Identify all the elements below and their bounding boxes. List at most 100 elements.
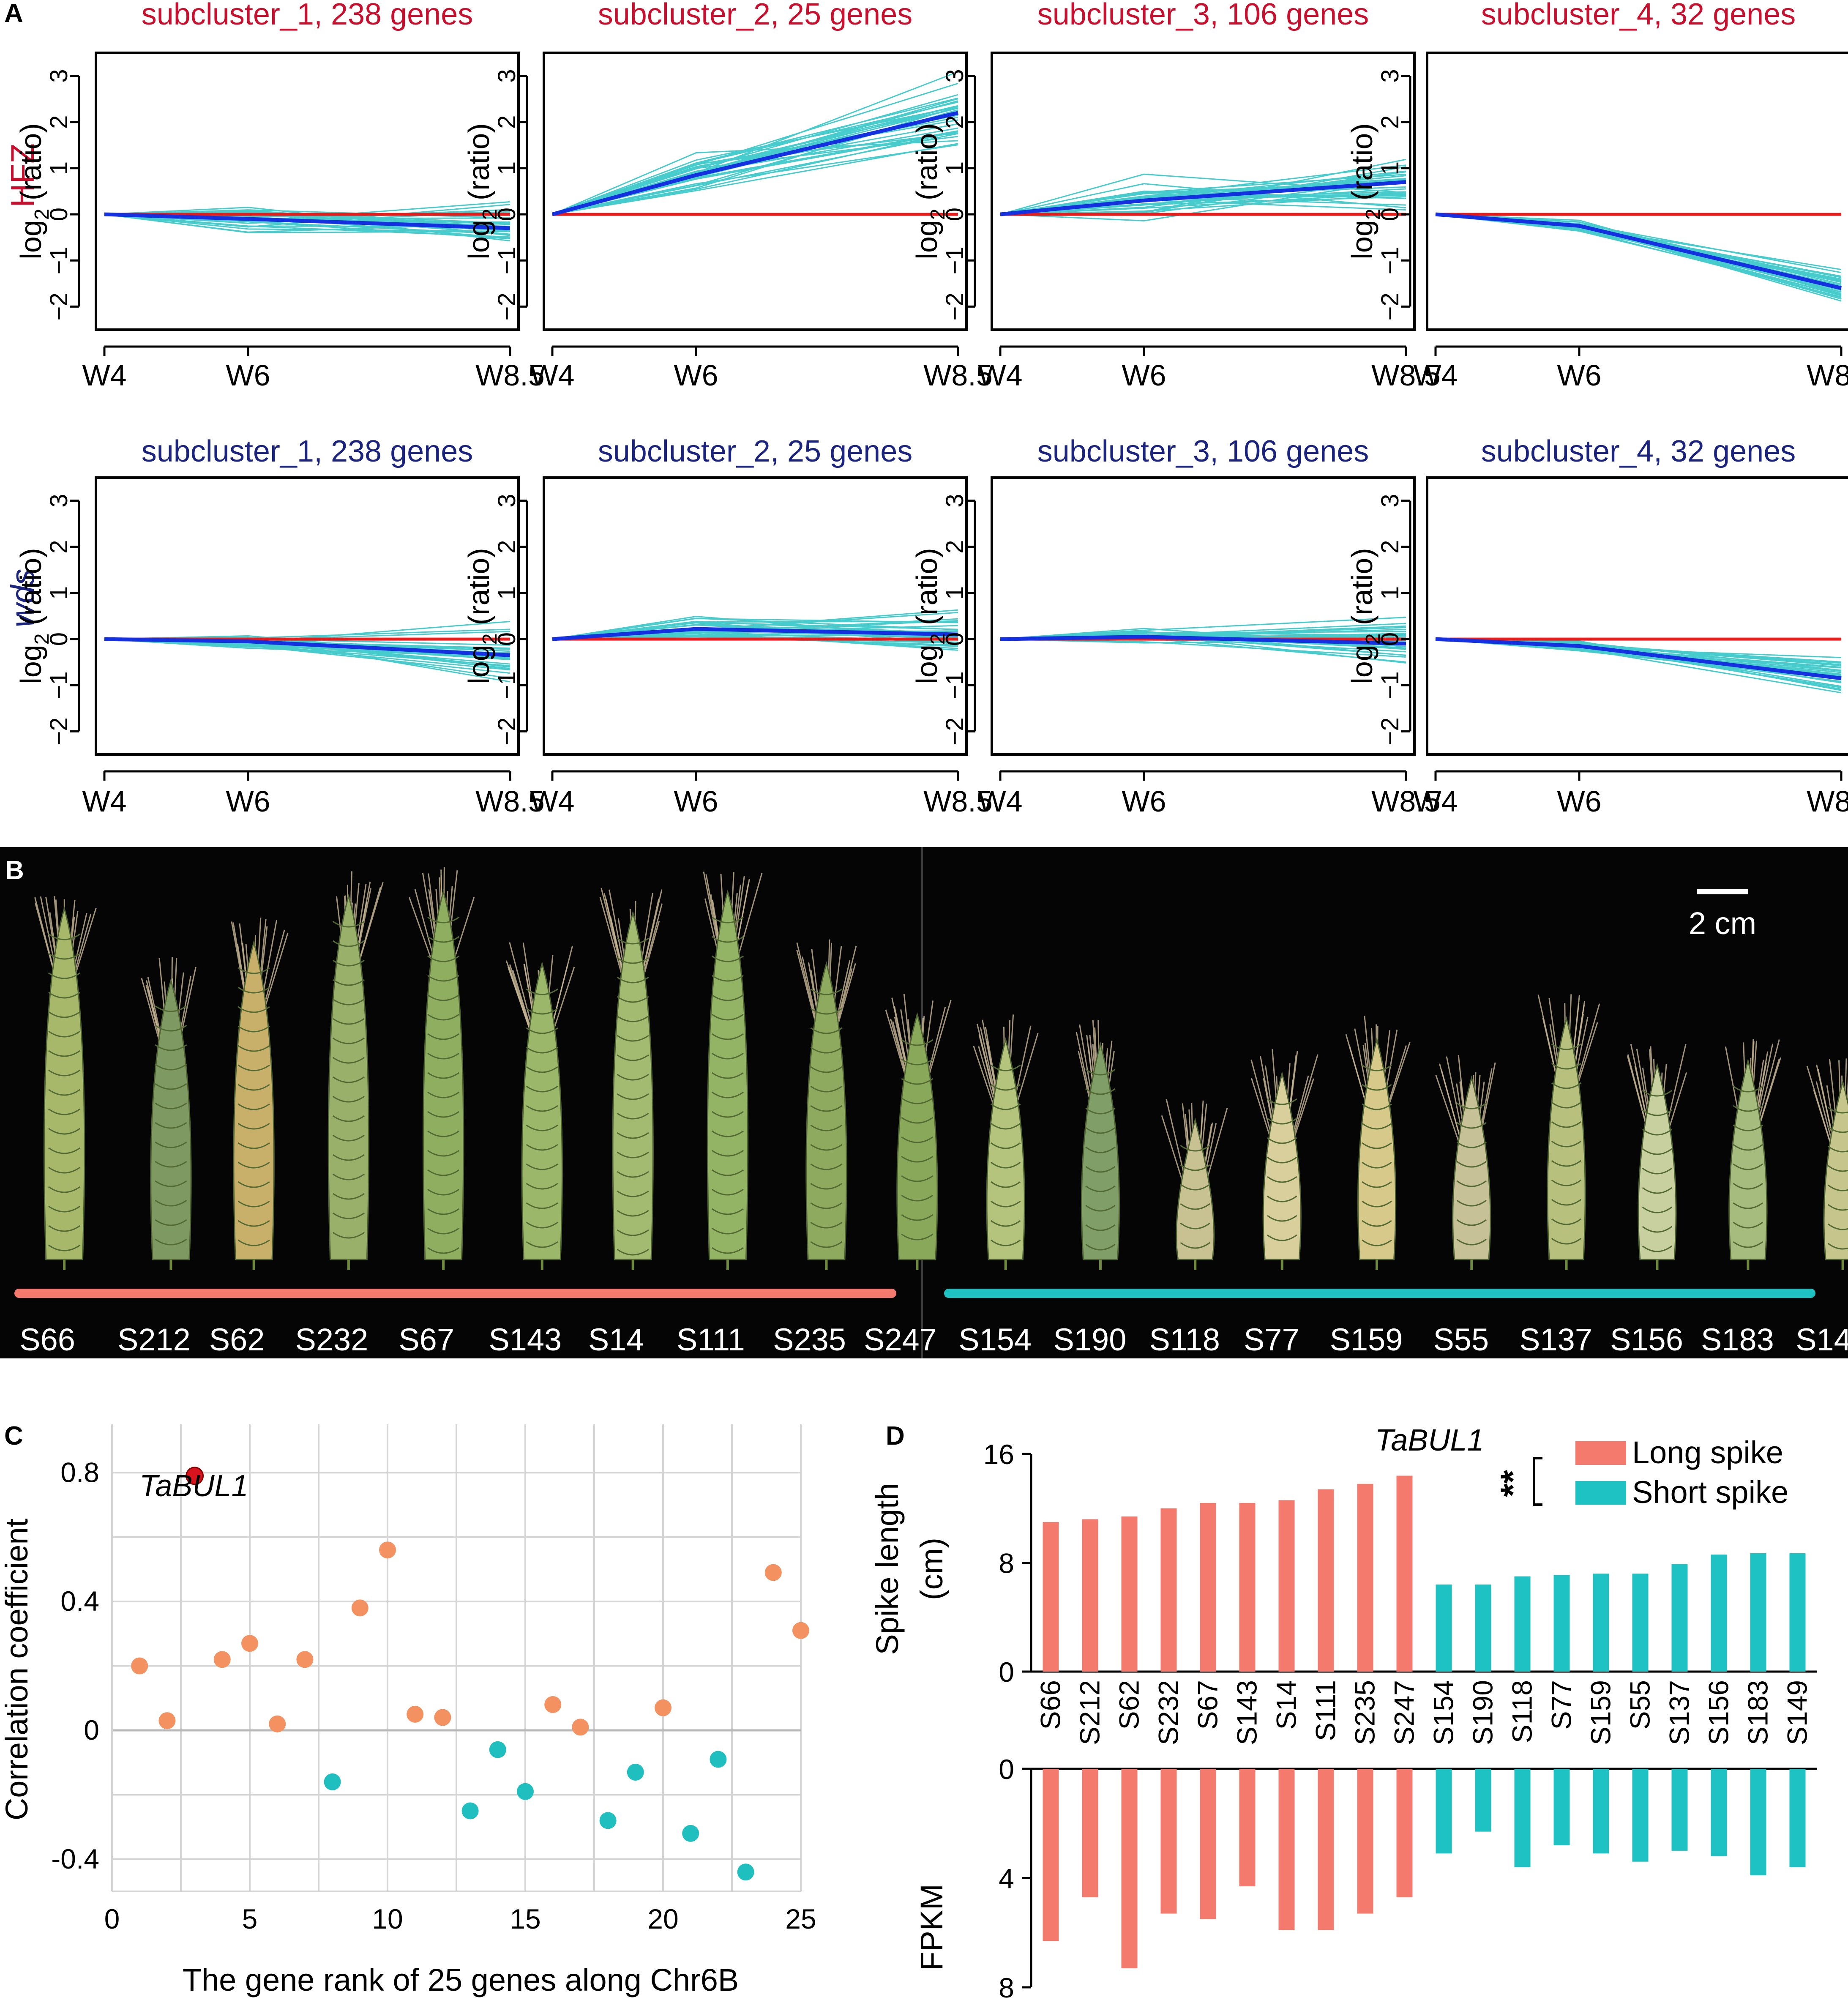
- ylabel-ratio: (ratio): [910, 123, 943, 208]
- scatter-point: [351, 1599, 369, 1617]
- spikelet-line: [48, 1205, 81, 1213]
- ylabel-subscript: 2: [1362, 209, 1384, 220]
- x-tick-label: 20: [647, 1903, 678, 1934]
- spikelet-line: [1642, 1090, 1673, 1097]
- wheat-spike: [231, 917, 289, 1270]
- spikelet-line: [48, 1128, 81, 1135]
- mean-expression-line: [104, 212, 510, 230]
- spikelet-line: [1180, 1222, 1210, 1230]
- spikelet-line: [901, 1058, 934, 1066]
- y-tick-label: 2: [45, 115, 73, 129]
- y-tick-label: −2: [493, 717, 521, 745]
- panel-b-letter: B: [5, 856, 24, 885]
- x-tick-label: W8.5: [475, 359, 544, 392]
- gene-line: [552, 106, 958, 215]
- y-tick-label: −1: [45, 246, 73, 274]
- y-tick-label: 3: [493, 494, 521, 507]
- scatter-point: [544, 1696, 562, 1713]
- x-tick-label: 5: [242, 1903, 258, 1934]
- spikelet-line: [1551, 1043, 1582, 1050]
- gene-line: [1435, 213, 1842, 273]
- spike-length-bar: [1239, 1503, 1256, 1672]
- sample-label: S159: [1330, 1322, 1403, 1357]
- scatter-point: [737, 1863, 754, 1881]
- x-tick-label: W8.5: [1371, 359, 1440, 392]
- gene-lines: [1435, 638, 1842, 694]
- y-tick-label: −2: [1376, 292, 1404, 320]
- spikelet-line: [237, 1006, 270, 1013]
- scatter-point: [764, 1564, 782, 1581]
- scale-bar-label: 2 cm: [1689, 906, 1756, 941]
- spikelet-line: [711, 1189, 744, 1196]
- spikelet-line: [617, 957, 649, 964]
- spikelet-line: [1733, 1085, 1763, 1093]
- spikelet-line: [1827, 1184, 1848, 1191]
- spikelet-line: [810, 1027, 843, 1034]
- spikelet-line: [810, 1066, 843, 1073]
- y-axis-label: log2 (ratio): [1346, 548, 1384, 684]
- spikelet-line: [711, 1169, 744, 1176]
- category-label: S66: [1035, 1680, 1066, 1730]
- wheat-spike: [885, 994, 952, 1270]
- spikelet-line: [1362, 1142, 1392, 1149]
- wheat-spike: [1435, 1055, 1496, 1270]
- gene-lines: [1435, 213, 1842, 302]
- panel-b-photo: B 2 cm S66 S212 S62 S232 S67 S143 S14 S111 S235 S…: [0, 847, 1848, 1358]
- spikelet-line: [237, 1142, 270, 1149]
- wheat-spike: [796, 939, 857, 1270]
- wheat-spike: [141, 957, 197, 1270]
- y-tick-label: 3: [1376, 69, 1404, 82]
- wheat-spike: [973, 1014, 1039, 1270]
- spikelet-line: [1085, 1224, 1116, 1231]
- spikelet-line: [617, 1151, 649, 1158]
- ylabel-ratio: (ratio): [462, 548, 495, 633]
- plot-frame: [95, 52, 520, 331]
- ylabel-subscript: 2: [927, 634, 949, 645]
- spikelet-line: [711, 1111, 744, 1118]
- ylabel-log: log: [14, 645, 47, 684]
- ylabel-subscript: 2: [927, 209, 949, 220]
- significance-bracket: [1533, 1457, 1542, 1506]
- sample-label: S149: [1796, 1322, 1848, 1357]
- spikelet-line: [1733, 1221, 1763, 1229]
- spikelet-line: [1551, 1101, 1582, 1109]
- scatter-point: [158, 1712, 176, 1730]
- spikelet-line: [1180, 1164, 1210, 1171]
- mean-expression-line: [1000, 635, 1406, 646]
- spikelet-line: [427, 1052, 460, 1060]
- sample-label: S232: [295, 1322, 368, 1357]
- fpkm-bar: [1553, 1769, 1570, 1845]
- sample-label: S212: [117, 1322, 191, 1357]
- spikelet-line: [1456, 1180, 1487, 1187]
- scatter-point: [682, 1825, 699, 1842]
- y-axis-label: log2 (ratio): [462, 123, 501, 259]
- y-tick-label: 3: [941, 494, 969, 507]
- gene-line: [1435, 213, 1842, 290]
- x-tick-label: 10: [372, 1903, 403, 1934]
- x-tick-label: W4: [978, 359, 1023, 392]
- x-tick-label: W6: [1122, 359, 1166, 392]
- spikelet-line: [1362, 1220, 1392, 1227]
- y-tick-label: −1: [1376, 246, 1404, 274]
- spikelet-line: [1642, 1187, 1673, 1194]
- spikelet-line: [332, 959, 365, 967]
- legend-long-swatch: [1575, 1441, 1626, 1465]
- fpkm-bar: [1357, 1769, 1373, 1914]
- spikelet-line: [1180, 1145, 1210, 1152]
- spikelet-line: [237, 1025, 270, 1033]
- spikelet-line: [1733, 1124, 1763, 1131]
- c-ylabel: Correlation coefficient: [0, 1518, 34, 1820]
- category-label: S118: [1507, 1680, 1538, 1743]
- ylabel-log: log: [1346, 220, 1378, 259]
- spikelet-line: [237, 967, 270, 974]
- spikelet-line: [1085, 1243, 1116, 1251]
- spikelet-line: [1085, 1068, 1116, 1076]
- scatter-point: [572, 1719, 589, 1736]
- spikelet-line: [155, 1122, 187, 1129]
- spikelet-line: [332, 921, 365, 928]
- y-tick-label: 2: [45, 540, 73, 554]
- spikelet-line: [332, 1193, 365, 1200]
- sample-label: S67: [399, 1322, 454, 1357]
- spikelet-line: [901, 1233, 934, 1240]
- y-tick-label: 0.8: [60, 1456, 99, 1488]
